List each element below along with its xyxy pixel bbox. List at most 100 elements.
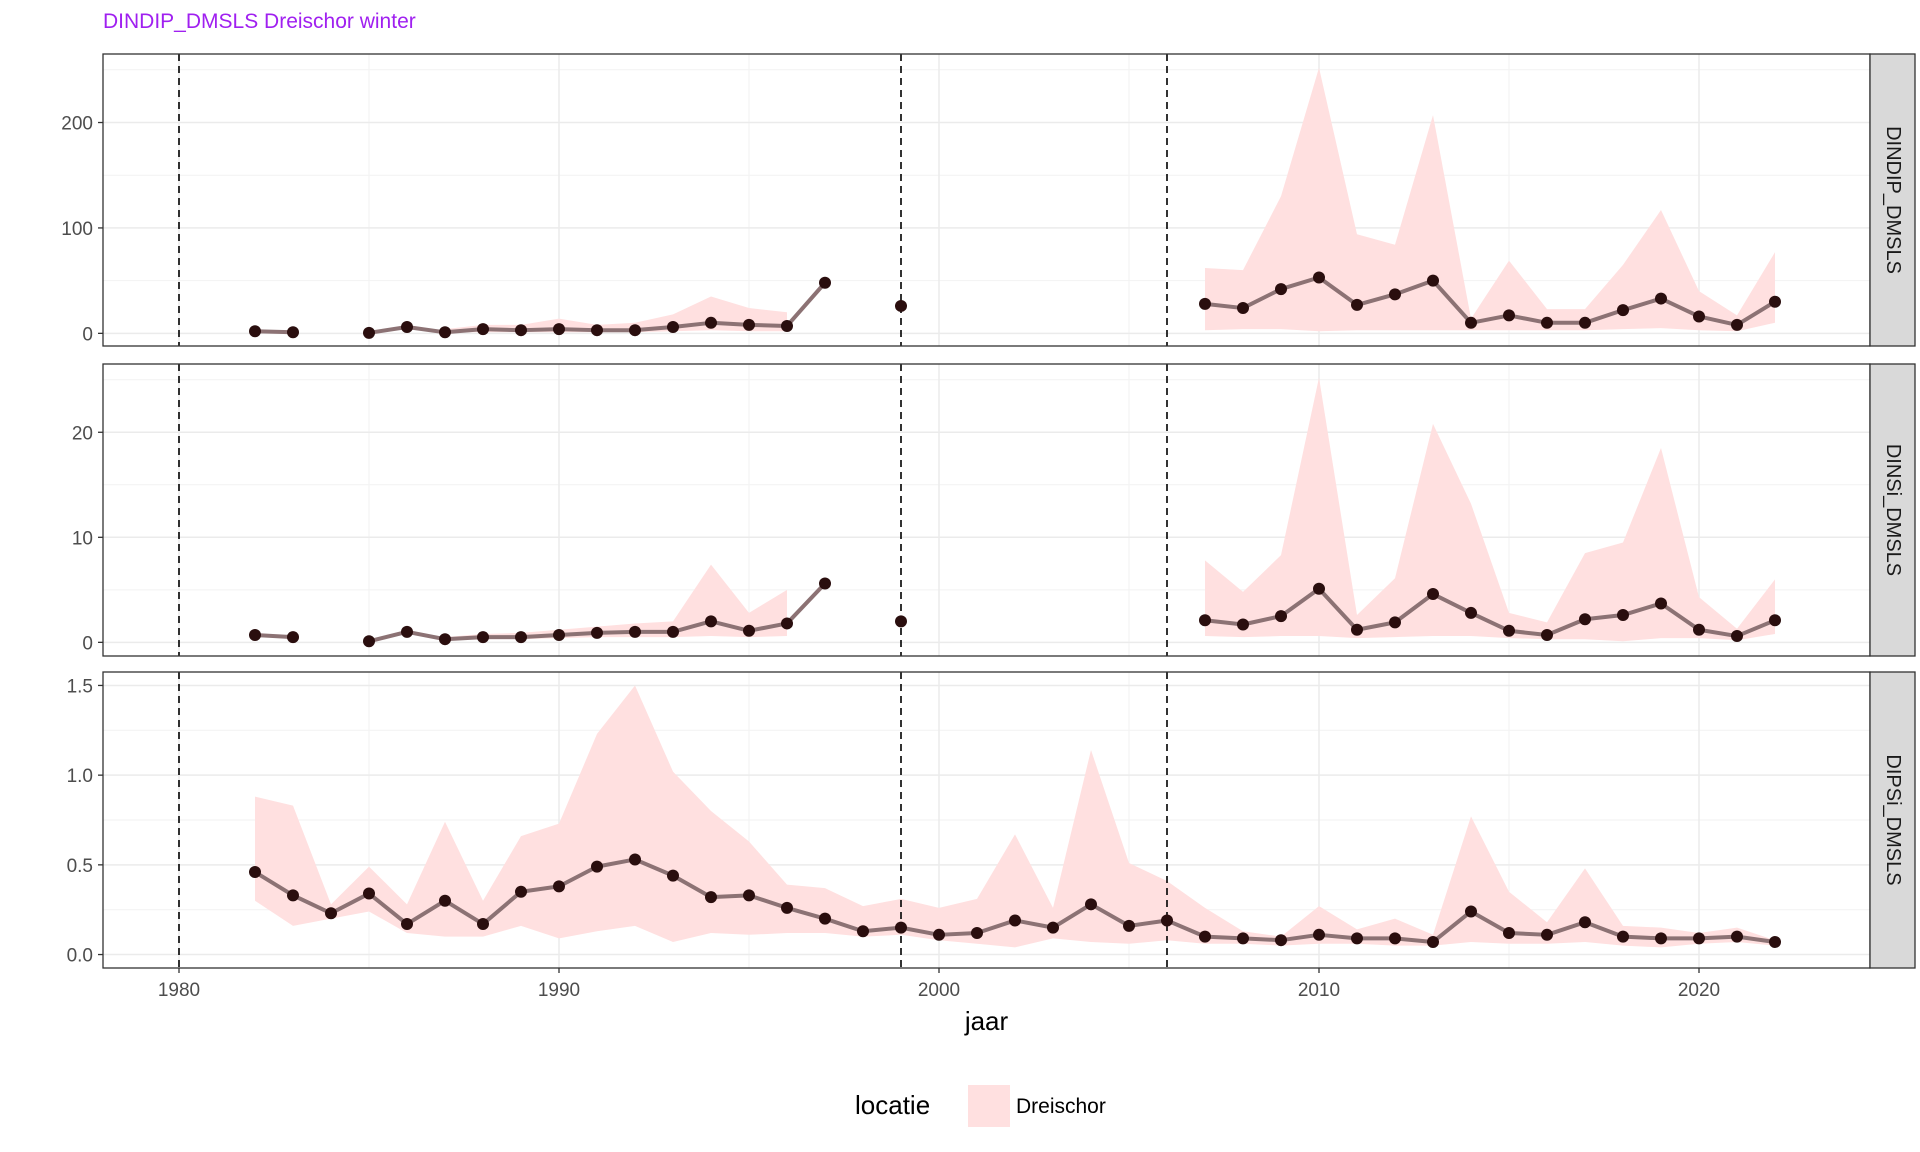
data-point [553,323,565,336]
data-point [895,299,907,312]
panel-DIPSi_DMSLS: 0.0 0.5 1.0 1.5 DIPSi_DMSLS [67,671,1916,969]
data-point [705,615,717,628]
data-point [287,889,299,902]
data-point [1009,914,1021,927]
data-point [515,324,527,337]
data-point [1275,934,1287,947]
data-point [325,907,337,920]
data-point [1389,932,1401,945]
data-point [1237,932,1249,945]
y-tick-label: 100 [61,219,93,240]
data-point [591,860,603,873]
legend-title: locatie [855,1090,930,1120]
data-point [857,925,869,938]
data-point [1427,588,1439,601]
x-tick-label: 2020 [1678,980,1720,1001]
data-point [1313,928,1325,941]
data-point [1161,914,1173,927]
data-point [1769,935,1781,948]
series-line [1204,275,1777,327]
data-point [1731,318,1743,331]
data-point [743,318,755,331]
data-point [515,631,527,644]
data-point [439,894,451,907]
data-point [629,324,641,337]
data-point [1351,932,1363,945]
data-point [1465,606,1477,619]
confidence-ribbon [445,564,787,641]
facet-strip-label: DINSi_DMSLS [1882,444,1904,576]
facet-strip [1869,53,1916,347]
data-point [249,866,261,879]
data-point [1655,932,1667,945]
y-tick-label: 0.0 [67,946,93,967]
data-point [1313,271,1325,284]
data-point [477,918,489,931]
data-point [667,625,679,638]
data-point [1199,297,1211,310]
series-line [254,329,294,335]
data-point [363,635,375,648]
y-tick-label: 0.5 [67,856,93,877]
data-point [781,901,793,914]
data-point [1351,298,1363,311]
data-point [1769,295,1781,308]
data-point [553,880,565,893]
y-tick-label: 1.0 [67,766,93,787]
data-point [553,628,565,641]
data-point [629,625,641,638]
data-point [1579,916,1591,929]
data-point [477,323,489,336]
data-point [439,326,451,339]
data-point [1541,628,1553,641]
data-point [1465,316,1477,329]
panel-DINSi_DMSLS: 0 10 20 DINSi_DMSLS [72,363,1916,657]
data-point [1237,302,1249,315]
legend-key [968,1085,1010,1127]
data-point [1275,283,1287,296]
data-point [1351,623,1363,636]
data-point [401,918,413,931]
facet-strip [1869,363,1916,657]
data-point [1655,292,1667,305]
data-point [1389,288,1401,301]
data-point [401,321,413,334]
series-line [254,632,294,640]
confidence-ribbon [1205,377,1775,642]
data-point [1541,928,1553,941]
y-tick-label: 200 [61,114,93,135]
x-tick-label: 2000 [918,980,960,1001]
x-tick-label: 1980 [158,980,200,1001]
y-tick-label: 10 [72,528,93,549]
data-point [705,316,717,329]
y-tick-label: 1.5 [67,676,93,697]
data-point [667,869,679,882]
y-tick-label: 0 [82,324,93,345]
x-tick-label: 2010 [1298,980,1340,1001]
data-point [1693,932,1705,945]
data-point [1237,618,1249,631]
data-point [1275,610,1287,623]
data-point [591,626,603,639]
data-point [591,324,603,337]
data-point [1769,614,1781,627]
data-point [1655,597,1667,610]
data-point [1199,930,1211,943]
data-point [1541,316,1553,329]
data-point [1313,582,1325,595]
data-point [515,885,527,898]
data-point [1503,927,1515,940]
data-point [1085,898,1097,911]
data-point [819,912,831,925]
data-point [1617,930,1629,943]
data-point [1465,905,1477,918]
data-point [819,577,831,590]
data-point [1427,274,1439,287]
series-line [1204,586,1776,639]
legend-entry: Dreischor [1016,1095,1106,1118]
data-point [401,625,413,638]
y-tick-label: 20 [72,423,93,444]
data-point [1617,609,1629,622]
data-point [1123,919,1135,932]
facet-strip-label: DINDIP_DMSLS [1882,126,1904,274]
